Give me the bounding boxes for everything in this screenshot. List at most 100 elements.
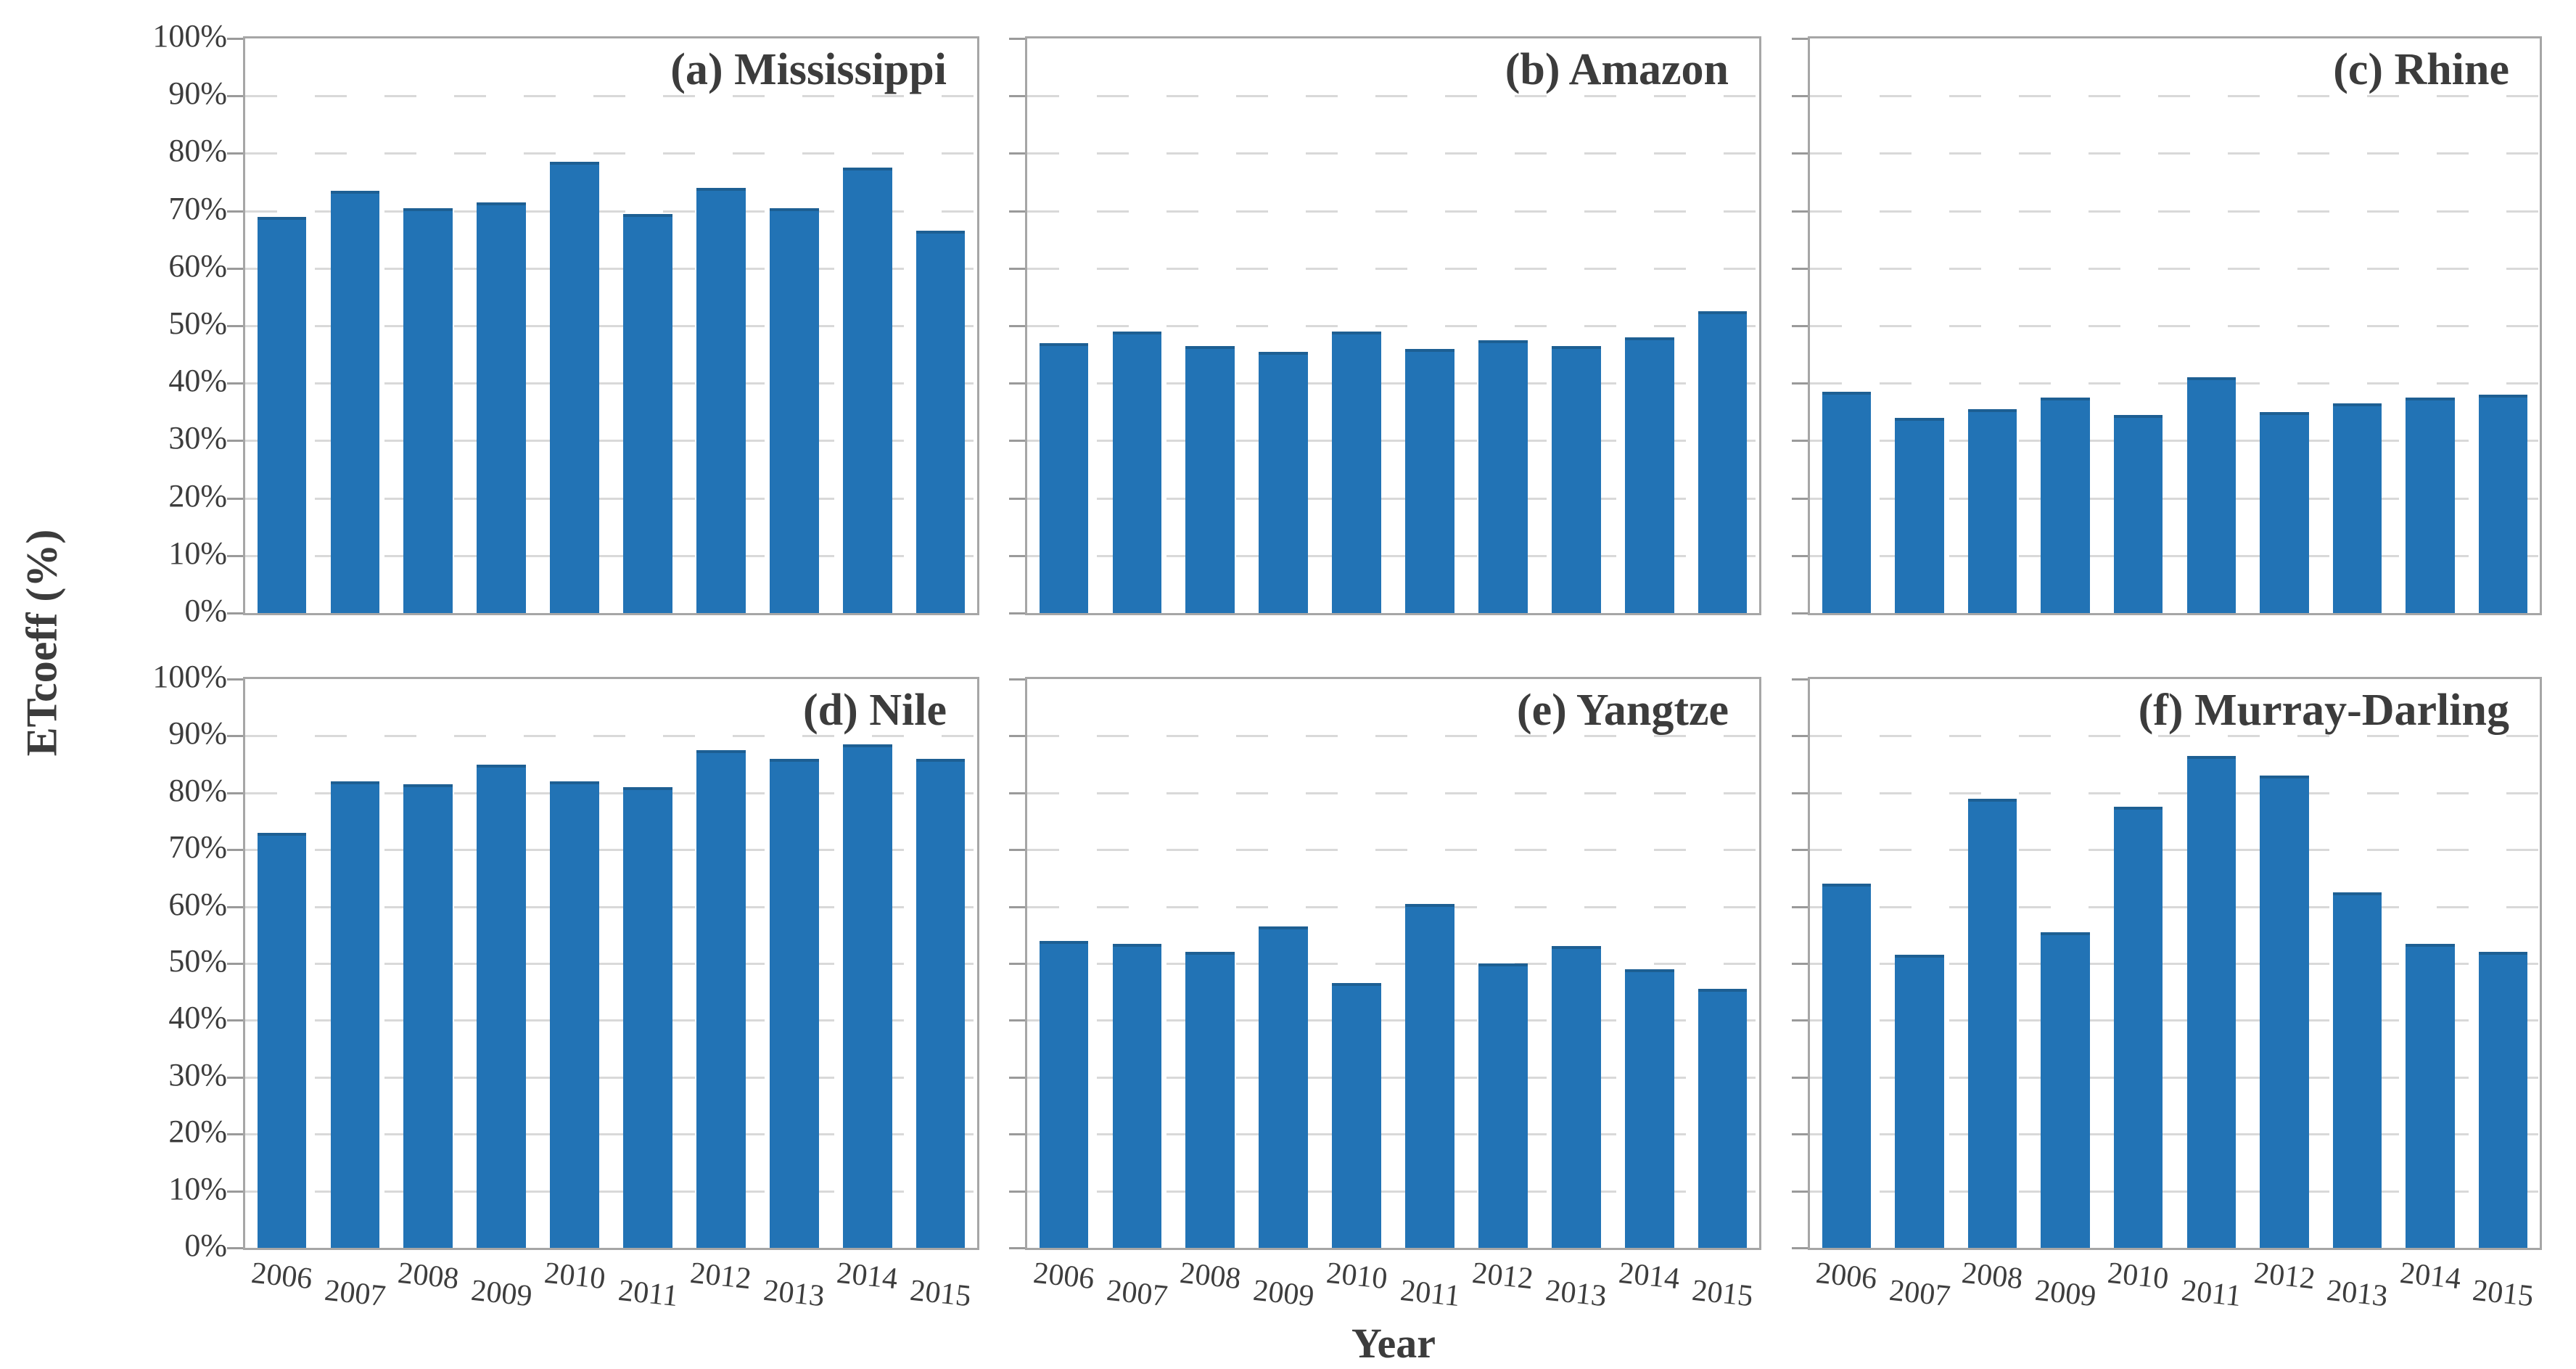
y-axis-tick bbox=[227, 1133, 243, 1136]
bar-slot-2008 bbox=[1956, 679, 2029, 1248]
bar-slot-2008 bbox=[1174, 679, 1247, 1248]
bar-2013 bbox=[2332, 892, 2382, 1248]
y-axis-tick bbox=[1009, 963, 1025, 965]
bar-slot-2012 bbox=[1466, 679, 1539, 1248]
y-tick-label: 20% bbox=[168, 1114, 227, 1150]
y-axis-tick bbox=[1792, 210, 1808, 213]
x-tick-label: 2010 bbox=[1324, 1256, 1389, 1296]
y-tick-label: 50% bbox=[168, 943, 227, 979]
y-axis-tick bbox=[1792, 1076, 1808, 1079]
bars-container bbox=[1027, 38, 1759, 613]
bar-2015 bbox=[2478, 952, 2528, 1248]
bar-2014 bbox=[2406, 943, 2455, 1248]
y-axis-tick bbox=[1009, 678, 1025, 681]
bar-2007 bbox=[1895, 955, 1944, 1248]
y-tick-label: 10% bbox=[168, 535, 227, 571]
panel-title: (c) Rhine bbox=[2333, 45, 2509, 94]
bar-2013 bbox=[1552, 946, 1601, 1248]
y-axis-tick bbox=[1009, 554, 1025, 557]
gridline-20 bbox=[245, 1133, 977, 1136]
bar-slot-2010 bbox=[1320, 679, 1394, 1248]
bar-2008 bbox=[1967, 798, 2017, 1248]
bar-2011 bbox=[1405, 348, 1454, 613]
y-axis-tick bbox=[1792, 325, 1808, 327]
bar-slot-2006 bbox=[1810, 679, 1883, 1248]
bar-2009 bbox=[2041, 398, 2090, 613]
chart-panel-a: (a) Mississippi bbox=[227, 36, 979, 615]
y-axis-tick bbox=[1009, 38, 1025, 40]
gridline-60 bbox=[1810, 267, 2540, 270]
gridline-50 bbox=[1027, 325, 1759, 327]
bar-2013 bbox=[770, 758, 819, 1248]
bar-2007 bbox=[1112, 943, 1162, 1248]
gridline-70 bbox=[245, 849, 977, 852]
bar-slot-2015 bbox=[904, 679, 977, 1248]
bar-slot-2009 bbox=[465, 38, 538, 613]
bar-slot-2006 bbox=[1027, 38, 1100, 613]
gridline-90 bbox=[1027, 95, 1759, 98]
y-axis-tick bbox=[227, 735, 243, 738]
bar-slot-2011 bbox=[1394, 679, 1467, 1248]
bar-2007 bbox=[1895, 417, 1944, 613]
y-axis-tick bbox=[1009, 735, 1025, 738]
x-tick-label: 2015 bbox=[2471, 1273, 2535, 1314]
chart-panel-e: (e) Yangtze bbox=[1009, 677, 1761, 1250]
bar-2014 bbox=[1624, 969, 1674, 1248]
y-axis-tick bbox=[227, 849, 243, 852]
y-axis-tick bbox=[1792, 1247, 1808, 1249]
bar-2008 bbox=[1185, 952, 1235, 1248]
y-axis-tick bbox=[227, 1190, 243, 1193]
x-tick-label: 2013 bbox=[2325, 1273, 2390, 1314]
panel-title: (e) Yangtze bbox=[1516, 686, 1729, 735]
bar-slot-2010 bbox=[2102, 679, 2175, 1248]
bar-slot-2013 bbox=[757, 38, 831, 613]
bar-2011 bbox=[2186, 377, 2236, 613]
bar-2006 bbox=[1039, 940, 1089, 1248]
y-tick-label: 0% bbox=[184, 1228, 227, 1263]
y-axis-tick bbox=[1009, 267, 1025, 270]
y-axis-tick bbox=[1009, 210, 1025, 213]
x-tick-label: 2010 bbox=[2106, 1256, 2170, 1296]
bar-slot-2009 bbox=[2029, 38, 2102, 613]
bar-slot-2011 bbox=[612, 38, 685, 613]
bar-2013 bbox=[2332, 403, 2382, 613]
y-tick-label: 60% bbox=[168, 247, 227, 284]
y-axis-tick bbox=[1792, 678, 1808, 681]
bar-slot-2010 bbox=[1320, 38, 1394, 613]
y-tick-label: 80% bbox=[168, 133, 227, 169]
bar-slot-2009 bbox=[2029, 679, 2102, 1248]
x-tick-label: 2009 bbox=[2033, 1273, 2098, 1314]
bar-2007 bbox=[330, 781, 380, 1248]
bar-slot-2013 bbox=[2321, 38, 2394, 613]
y-axis-tick bbox=[1792, 612, 1808, 614]
gridline-30 bbox=[1810, 1076, 2540, 1079]
gridline-10 bbox=[1027, 554, 1759, 557]
y-axis-tick bbox=[1792, 735, 1808, 738]
x-tick-label: 2008 bbox=[1960, 1256, 2025, 1296]
y-axis-tick bbox=[227, 1076, 243, 1079]
y-axis-tick bbox=[1792, 1190, 1808, 1193]
bar-2012 bbox=[696, 750, 746, 1248]
x-tick-label: 2008 bbox=[1178, 1256, 1243, 1296]
panel-title: (f) Murray-Darling bbox=[2138, 686, 2509, 735]
y-axis-tick bbox=[1009, 849, 1025, 852]
bar-slot-2014 bbox=[2394, 38, 2467, 613]
bar-slot-2012 bbox=[2248, 679, 2321, 1248]
bar-2006 bbox=[257, 216, 307, 613]
y-axis-tick bbox=[1009, 382, 1025, 385]
gridline-50 bbox=[1027, 963, 1759, 965]
x-tick-label: 2006 bbox=[250, 1256, 314, 1296]
y-axis-tick bbox=[1792, 1133, 1808, 1136]
bar-slot-2012 bbox=[1466, 38, 1539, 613]
bar-2011 bbox=[623, 213, 672, 613]
y-axis-tick bbox=[1792, 849, 1808, 852]
gridline-40 bbox=[245, 382, 977, 385]
gridline-30 bbox=[1027, 440, 1759, 443]
bar-2015 bbox=[915, 758, 966, 1248]
gridline-40 bbox=[1810, 382, 2540, 385]
bar-slot-2014 bbox=[831, 38, 904, 613]
bar-2012 bbox=[696, 187, 746, 613]
bar-slot-2010 bbox=[538, 38, 612, 613]
x-tick-label: 2010 bbox=[542, 1256, 607, 1296]
bar-slot-2010 bbox=[2102, 38, 2175, 613]
